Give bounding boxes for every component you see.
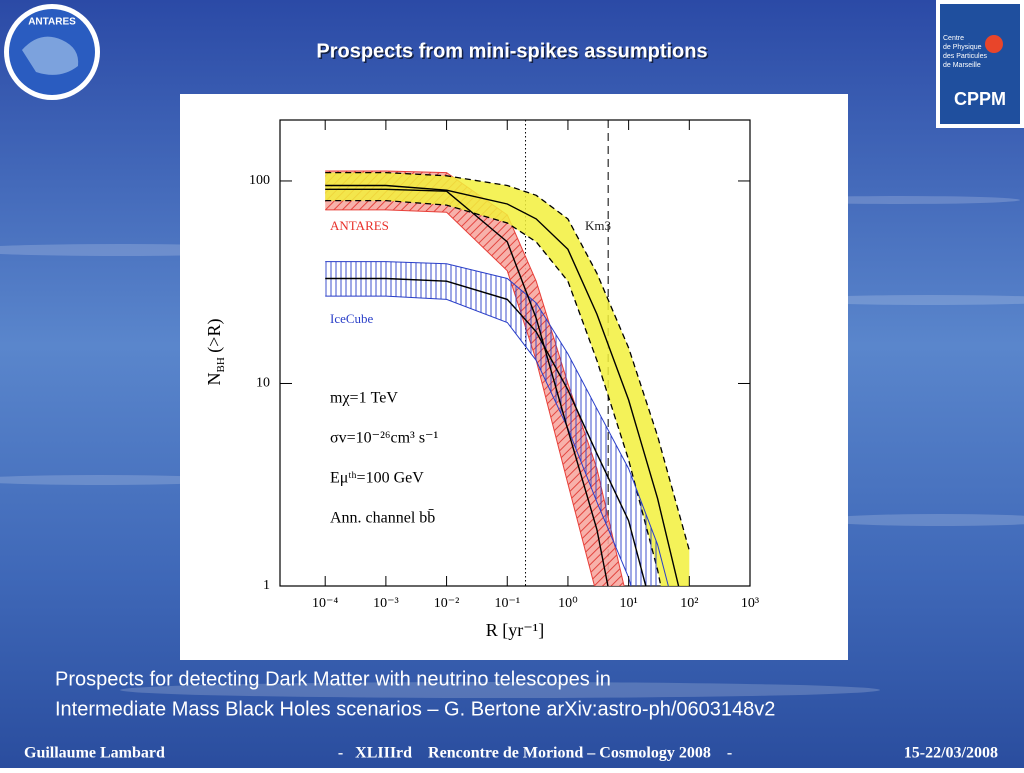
- title-shadow: Prospects from mini-spikes assumptions: [318, 42, 709, 64]
- logo-line: de Marseille: [943, 62, 981, 69]
- logo-line: Centre: [943, 35, 964, 42]
- x-tick-label: 10³: [741, 596, 759, 611]
- caption-line: Intermediate Mass Black Holes scenarios …: [55, 698, 775, 720]
- annotation: mχ=1 TeV: [330, 390, 398, 407]
- annotation: σv=10⁻²⁶cm³ s⁻¹: [330, 430, 438, 447]
- series-line: [325, 277, 647, 586]
- footer-author: Guillaume Lambard: [24, 745, 165, 762]
- footer-event: - XLIIIrd Rencontre de Moriond – Cosmolo…: [338, 745, 732, 762]
- x-axis-label: R [yr⁻¹]: [486, 620, 544, 640]
- series-line: [325, 184, 680, 586]
- y-tick-label: 100: [249, 173, 270, 188]
- cppm-logo: Centre de Physique des Particules de Mar…: [936, 0, 1024, 128]
- logo-acronym: CPPM: [954, 89, 1006, 109]
- series-label: IceCube: [330, 311, 374, 326]
- band-edge: [325, 261, 669, 586]
- y-label-main: N: [204, 372, 224, 385]
- x-tick-label: 10⁻¹: [494, 596, 520, 611]
- y-tick-label: 1: [263, 578, 270, 593]
- uncertainty-band: [325, 261, 658, 586]
- logo-line: des Particules: [943, 53, 987, 60]
- series-label: Km3: [585, 218, 611, 233]
- y-label-sub: BH: [215, 357, 227, 372]
- y-tick-label: 10: [256, 376, 270, 391]
- x-tick-label: 10¹: [620, 596, 638, 611]
- caption-line: Prospects for detecting Dark Matter with…: [55, 668, 611, 690]
- plot-frame: [279, 119, 751, 587]
- x-tick-label: 10²: [680, 596, 698, 611]
- series-line: [325, 188, 609, 586]
- annotation: Eμᵗʰ=100 GeV: [330, 470, 424, 487]
- antares-logo: ANTARES: [4, 4, 100, 100]
- x-tick-label: 10⁰: [558, 596, 578, 611]
- x-tick-label: 10⁻²: [434, 596, 460, 611]
- series-label: ANTARES: [330, 218, 389, 233]
- slide-title: Prospects from mini-spikes assumptions: [316, 40, 707, 62]
- band-edge: [325, 171, 690, 551]
- x-tick-label: 10⁻³: [373, 596, 399, 611]
- footer-date: 15-22/03/2008: [904, 745, 998, 762]
- x-tick-label: 10⁻⁴: [312, 596, 338, 611]
- logo-line: de Physique: [943, 44, 982, 51]
- band-edge: [325, 295, 632, 586]
- plot-area: [325, 120, 690, 586]
- annotation: Ann. channel bb̄: [330, 509, 435, 527]
- y-label-rest: (>R): [204, 319, 225, 358]
- logo-text: ANTARES: [28, 17, 76, 28]
- y-axis-label: NBH (>R): [204, 319, 226, 386]
